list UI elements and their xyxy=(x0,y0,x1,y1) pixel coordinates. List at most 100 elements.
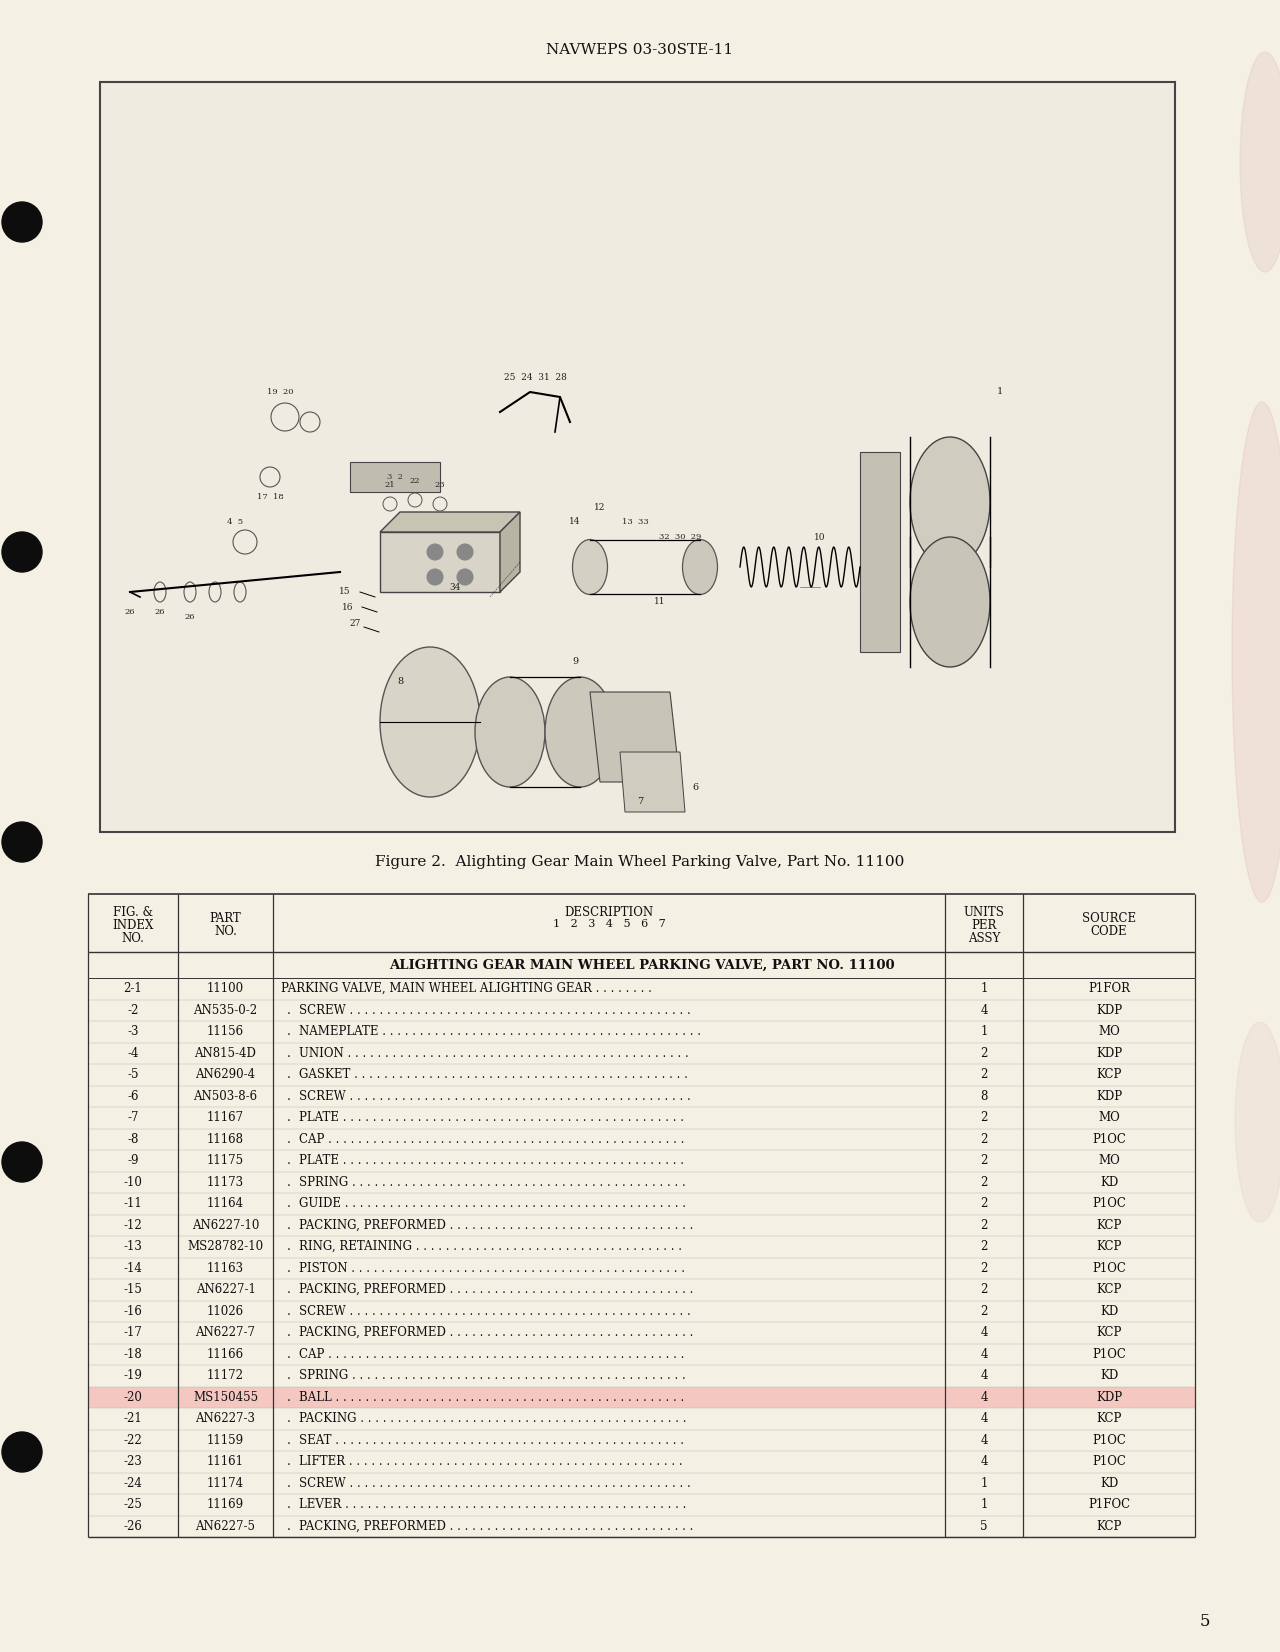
Circle shape xyxy=(3,202,42,241)
Text: 2: 2 xyxy=(980,1305,988,1318)
Text: 4: 4 xyxy=(980,1004,988,1016)
Text: 1: 1 xyxy=(997,388,1004,396)
Text: 2-1: 2-1 xyxy=(124,983,142,995)
Text: MS150455: MS150455 xyxy=(193,1391,259,1404)
Text: KD: KD xyxy=(1100,1176,1119,1189)
Text: 11161: 11161 xyxy=(207,1455,244,1469)
Text: KCP: KCP xyxy=(1096,1412,1121,1426)
Text: KD: KD xyxy=(1100,1477,1119,1490)
Text: 5: 5 xyxy=(1199,1614,1211,1631)
Text: FIG. &: FIG. & xyxy=(113,905,154,919)
Text: 4: 4 xyxy=(980,1412,988,1426)
Text: -16: -16 xyxy=(124,1305,142,1318)
Text: LEVER . . . . . . . . . . . . . . . . . . . . . . . . . . . . . . . . . . . . . : LEVER . . . . . . . . . . . . . . . . . … xyxy=(300,1498,686,1512)
Text: .: . xyxy=(287,1004,291,1016)
Polygon shape xyxy=(620,752,685,813)
Text: 27: 27 xyxy=(349,620,361,628)
Text: -17: -17 xyxy=(124,1327,142,1340)
Text: PACKING . . . . . . . . . . . . . . . . . . . . . . . . . . . . . . . . . . . . : PACKING . . . . . . . . . . . . . . . . … xyxy=(300,1412,686,1426)
Text: .: . xyxy=(287,1133,291,1146)
Bar xyxy=(100,83,1175,833)
Text: 26: 26 xyxy=(155,608,165,616)
Text: NO.: NO. xyxy=(214,925,237,938)
Text: ASSY: ASSY xyxy=(968,932,1000,945)
Text: 11100: 11100 xyxy=(207,983,244,995)
Text: 11174: 11174 xyxy=(207,1477,244,1490)
Text: PER: PER xyxy=(972,919,997,932)
Text: 2: 2 xyxy=(980,1069,988,1082)
Bar xyxy=(88,1386,1196,1408)
Text: 11169: 11169 xyxy=(207,1498,244,1512)
Polygon shape xyxy=(380,532,500,591)
Text: 11164: 11164 xyxy=(207,1198,244,1211)
Text: SPRING . . . . . . . . . . . . . . . . . . . . . . . . . . . . . . . . . . . . .: SPRING . . . . . . . . . . . . . . . . .… xyxy=(300,1370,686,1383)
Text: -6: -6 xyxy=(127,1090,138,1104)
Text: 13  33: 13 33 xyxy=(622,519,649,525)
Text: KDP: KDP xyxy=(1096,1004,1123,1016)
Ellipse shape xyxy=(572,540,608,595)
Text: -18: -18 xyxy=(124,1348,142,1361)
Text: AN815-4D: AN815-4D xyxy=(195,1047,256,1059)
Text: CODE: CODE xyxy=(1091,925,1128,938)
Text: 2: 2 xyxy=(980,1241,988,1254)
Text: 11156: 11156 xyxy=(207,1026,244,1037)
Text: 4: 4 xyxy=(980,1434,988,1447)
Text: 3  2: 3 2 xyxy=(387,472,403,481)
Text: AN6290-4: AN6290-4 xyxy=(196,1069,256,1082)
Text: DESCRIPTION: DESCRIPTION xyxy=(564,905,654,919)
Text: Figure 2.  Alighting Gear Main Wheel Parking Valve, Part No. 11100: Figure 2. Alighting Gear Main Wheel Park… xyxy=(375,856,905,869)
Text: .: . xyxy=(287,1370,291,1383)
Text: P1OC: P1OC xyxy=(1092,1434,1126,1447)
Text: GASKET . . . . . . . . . . . . . . . . . . . . . . . . . . . . . . . . . . . . .: GASKET . . . . . . . . . . . . . . . . .… xyxy=(300,1069,687,1082)
Text: .: . xyxy=(287,1498,291,1512)
Text: .: . xyxy=(287,1047,291,1059)
Text: KCP: KCP xyxy=(1096,1284,1121,1297)
Text: 12: 12 xyxy=(594,502,605,512)
Text: MO: MO xyxy=(1098,1026,1120,1037)
Text: -8: -8 xyxy=(127,1133,138,1146)
Text: KCP: KCP xyxy=(1096,1327,1121,1340)
Text: .: . xyxy=(287,1348,291,1361)
Text: PACKING, PREFORMED . . . . . . . . . . . . . . . . . . . . . . . . . . . . . . .: PACKING, PREFORMED . . . . . . . . . . .… xyxy=(300,1520,694,1533)
Text: 5: 5 xyxy=(980,1520,988,1533)
Text: 1: 1 xyxy=(980,1477,988,1490)
Text: .: . xyxy=(287,1198,291,1211)
Text: 11167: 11167 xyxy=(207,1112,244,1125)
Text: 17  18: 17 18 xyxy=(256,492,283,501)
Text: .: . xyxy=(287,1284,291,1297)
Circle shape xyxy=(3,532,42,572)
Text: P1FOC: P1FOC xyxy=(1088,1498,1130,1512)
Text: KCP: KCP xyxy=(1096,1069,1121,1082)
Text: -7: -7 xyxy=(127,1112,138,1125)
Text: .: . xyxy=(287,1391,291,1404)
Circle shape xyxy=(3,823,42,862)
Ellipse shape xyxy=(475,677,545,786)
Text: -9: -9 xyxy=(127,1155,138,1168)
Text: SCREW . . . . . . . . . . . . . . . . . . . . . . . . . . . . . . . . . . . . . : SCREW . . . . . . . . . . . . . . . . . … xyxy=(300,1004,691,1016)
Text: 2: 2 xyxy=(980,1047,988,1059)
Text: PLATE . . . . . . . . . . . . . . . . . . . . . . . . . . . . . . . . . . . . . : PLATE . . . . . . . . . . . . . . . . . … xyxy=(300,1155,684,1168)
Text: P1OC: P1OC xyxy=(1092,1262,1126,1275)
Text: 23: 23 xyxy=(435,481,445,489)
Polygon shape xyxy=(860,453,900,653)
Text: PACKING, PREFORMED . . . . . . . . . . . . . . . . . . . . . . . . . . . . . . .: PACKING, PREFORMED . . . . . . . . . . .… xyxy=(300,1284,694,1297)
Text: KCP: KCP xyxy=(1096,1520,1121,1533)
Circle shape xyxy=(457,544,474,560)
Text: 15: 15 xyxy=(339,588,351,596)
Text: 11026: 11026 xyxy=(207,1305,244,1318)
Text: AN6227-5: AN6227-5 xyxy=(196,1520,256,1533)
Circle shape xyxy=(457,568,474,585)
Text: 11173: 11173 xyxy=(207,1176,244,1189)
Text: KDP: KDP xyxy=(1096,1047,1123,1059)
Text: 4: 4 xyxy=(980,1327,988,1340)
Text: 11159: 11159 xyxy=(207,1434,244,1447)
Text: 11168: 11168 xyxy=(207,1133,244,1146)
Text: -11: -11 xyxy=(124,1198,142,1211)
Text: P1FOR: P1FOR xyxy=(1088,983,1130,995)
Text: -22: -22 xyxy=(124,1434,142,1447)
Text: SCREW . . . . . . . . . . . . . . . . . . . . . . . . . . . . . . . . . . . . . : SCREW . . . . . . . . . . . . . . . . . … xyxy=(300,1305,691,1318)
Text: 22: 22 xyxy=(410,477,420,486)
Text: AN6227-1: AN6227-1 xyxy=(196,1284,256,1297)
Text: 7: 7 xyxy=(637,798,643,806)
Text: 6: 6 xyxy=(692,783,698,791)
